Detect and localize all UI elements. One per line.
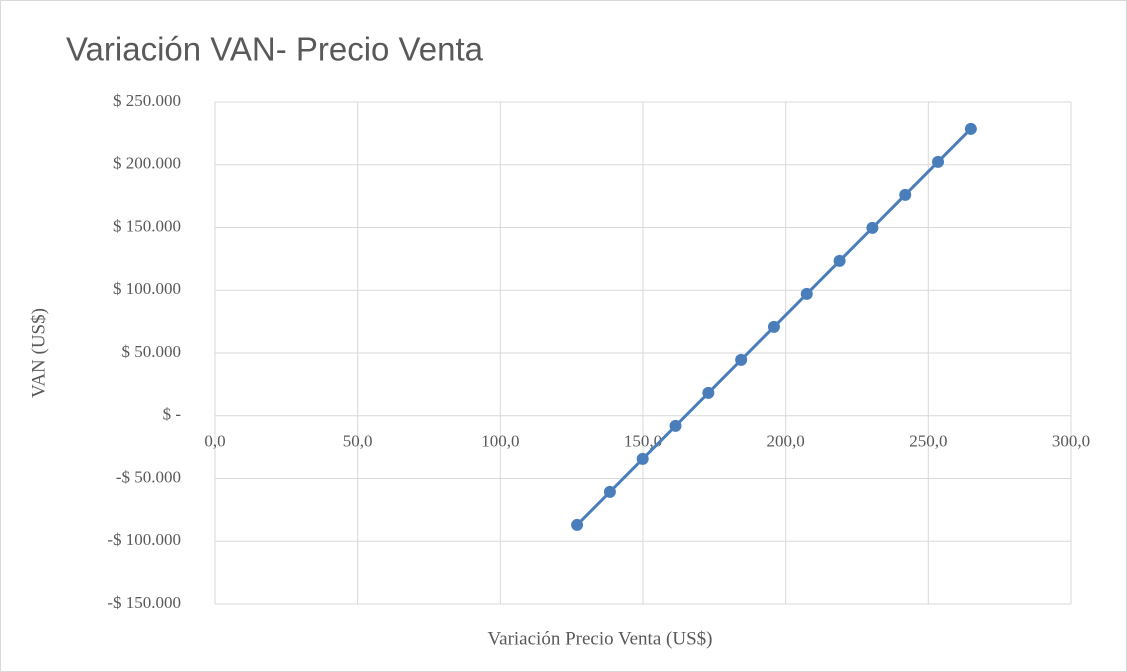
y-tick-label: $ 50.000 <box>122 342 182 361</box>
data-point <box>899 188 912 201</box>
x-tick-label: 300,0 <box>1052 432 1090 451</box>
y-tick-label: $ 200.000 <box>113 154 181 173</box>
chart-title: Variación VAN- Precio Venta <box>66 31 484 68</box>
data-point <box>603 485 616 498</box>
data-point <box>932 155 945 168</box>
x-tick-label: 200,0 <box>767 432 805 451</box>
y-tick-label: $ 250.000 <box>113 91 181 110</box>
data-point <box>735 353 748 366</box>
data-point <box>636 452 649 465</box>
data-point <box>702 386 715 399</box>
data-point <box>571 518 584 531</box>
data-point <box>669 419 682 432</box>
y-tick-label: $ 100.000 <box>113 279 181 298</box>
x-axis-label: Variación Precio Venta (US$) <box>488 628 713 649</box>
y-tick-label: -$ 100.000 <box>107 530 181 549</box>
y-tick-label: $ 150.000 <box>113 216 181 235</box>
y-tick-label: $ - <box>163 405 182 424</box>
y-axis-label: VAN (US$) <box>28 308 49 398</box>
x-tick-label: 100,0 <box>481 432 519 451</box>
x-tick-label: 150,0 <box>624 432 662 451</box>
y-tick-label: -$ 150.000 <box>107 593 181 612</box>
x-tick-label: 0,0 <box>204 432 225 451</box>
x-tick-label: 50,0 <box>343 432 373 451</box>
data-point <box>964 122 977 135</box>
data-point <box>866 221 879 234</box>
x-tick-label: 250,0 <box>909 432 947 451</box>
data-point <box>767 320 780 333</box>
data-point <box>833 254 846 267</box>
y-tick-label: -$ 50.000 <box>116 467 181 486</box>
data-point <box>800 287 813 300</box>
